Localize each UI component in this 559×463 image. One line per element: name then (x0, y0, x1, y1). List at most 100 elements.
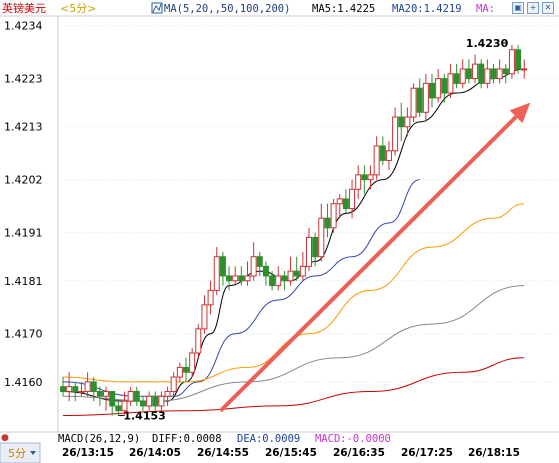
ma200-line (62, 357, 525, 417)
candle (508, 44, 515, 79)
candle (103, 386, 110, 411)
macd-value-label: MACD:-0.0000 (315, 433, 391, 445)
high-label: 1.4230 (466, 37, 509, 50)
close-icon[interactable]: ✕ (542, 2, 554, 14)
candle (164, 386, 171, 406)
candle (226, 266, 233, 291)
candles (60, 44, 528, 416)
candle (472, 54, 479, 84)
ma50-line (62, 203, 525, 383)
candle (262, 261, 269, 286)
ma5-line (62, 68, 525, 402)
candle (256, 251, 263, 276)
bottom-bar: MACD(26,12,9) DIFF:0.0008 DEA:0.0009 MAC… (0, 431, 559, 463)
candle (306, 227, 312, 272)
candle (521, 59, 528, 79)
candle (496, 59, 503, 84)
zoom-in-icon[interactable]: + (527, 2, 539, 14)
candle (318, 203, 325, 262)
candle (287, 256, 294, 286)
candle (90, 377, 97, 402)
candle (385, 141, 392, 171)
candle (250, 242, 257, 281)
candle (410, 83, 417, 122)
candle (324, 203, 331, 238)
moving-averages (62, 68, 525, 417)
candle (404, 107, 411, 137)
y-tick-label: 1.4191 (4, 227, 43, 240)
candle (422, 73, 429, 122)
candle (158, 391, 165, 411)
x-tick-label: 26/13:15 (62, 447, 114, 459)
candle (293, 256, 300, 281)
dea-label: DEA:0.0009 (237, 433, 300, 445)
candle (183, 357, 189, 382)
candle (189, 348, 196, 378)
y-tick-label: 1.4213 (4, 121, 43, 134)
candle (78, 381, 85, 397)
annotations: 1.4230 1.4153 (118, 37, 531, 423)
candle (207, 280, 214, 315)
candle (115, 401, 122, 416)
symbol-label: 英镑美元 (2, 1, 46, 15)
y-axis: 1.4234 1.4223 1.4213 1.4202 1.4191 1.4181 1.41… (4, 20, 559, 389)
arrow-head-icon (509, 102, 531, 124)
candle (367, 165, 374, 190)
candle (127, 386, 134, 406)
candle (392, 107, 399, 156)
candle (465, 59, 472, 84)
ma5-label: MA5:1.4225 (312, 3, 375, 15)
ma-more-label: MA: (476, 3, 495, 15)
y-tick-label: 1.4223 (4, 73, 43, 86)
candle (84, 372, 91, 397)
y-tick-label: 1.4202 (4, 174, 43, 187)
candle (60, 377, 66, 397)
candle (72, 381, 79, 402)
macd-label: MACD(26,12,9) (58, 433, 140, 445)
candle (146, 391, 153, 411)
candle (342, 189, 349, 214)
candle (66, 372, 73, 402)
candle (299, 251, 306, 281)
candle (281, 271, 288, 291)
ma20-label: MA20:1.4219 (392, 3, 462, 15)
candle (435, 68, 442, 103)
candle (502, 64, 509, 84)
y-tick-label: 1.4160 (4, 376, 43, 389)
candle (244, 261, 251, 286)
chart-header: 英镑美元 <5分> MA(5,20,,50,100,200) MA5:1.422… (0, 0, 559, 16)
candle (355, 165, 362, 199)
zoom-fit-icon[interactable]: ▣ (512, 2, 524, 14)
x-axis: 26/13:15 26/14:05 26/14:55 26/15:45 26/16:35… (62, 447, 520, 459)
candle (453, 64, 460, 89)
candle (170, 372, 177, 397)
chevron-down-icon (30, 451, 36, 455)
x-tick-label: 26/14:05 (129, 447, 181, 459)
red-marker-icon: ● (1, 433, 9, 443)
candle (336, 194, 343, 219)
period-select[interactable]: 5分 (0, 442, 41, 463)
x-tick-label: 26/18:15 (468, 447, 520, 459)
candle (195, 324, 202, 358)
candle (238, 266, 245, 286)
candle (176, 362, 183, 382)
candle (515, 44, 522, 74)
x-tick-label: 26/17:25 (401, 447, 453, 459)
y-tick-label: 1.4170 (4, 328, 43, 341)
candle (219, 251, 226, 286)
candle (133, 386, 140, 406)
ma-settings-icon[interactable] (151, 2, 163, 14)
candle (312, 232, 319, 267)
low-label: 1.4153 (123, 410, 165, 423)
candle (121, 391, 128, 416)
diff-label: DIFF:0.0008 (152, 433, 222, 445)
trend-arrow (219, 115, 518, 413)
candle (490, 64, 497, 84)
ma20-line (62, 179, 420, 397)
x-tick-label: 26/14:55 (197, 447, 249, 459)
candle (349, 179, 356, 219)
candle (484, 59, 491, 89)
candle (398, 102, 405, 142)
x-tick-label: 26/16:35 (333, 447, 385, 459)
